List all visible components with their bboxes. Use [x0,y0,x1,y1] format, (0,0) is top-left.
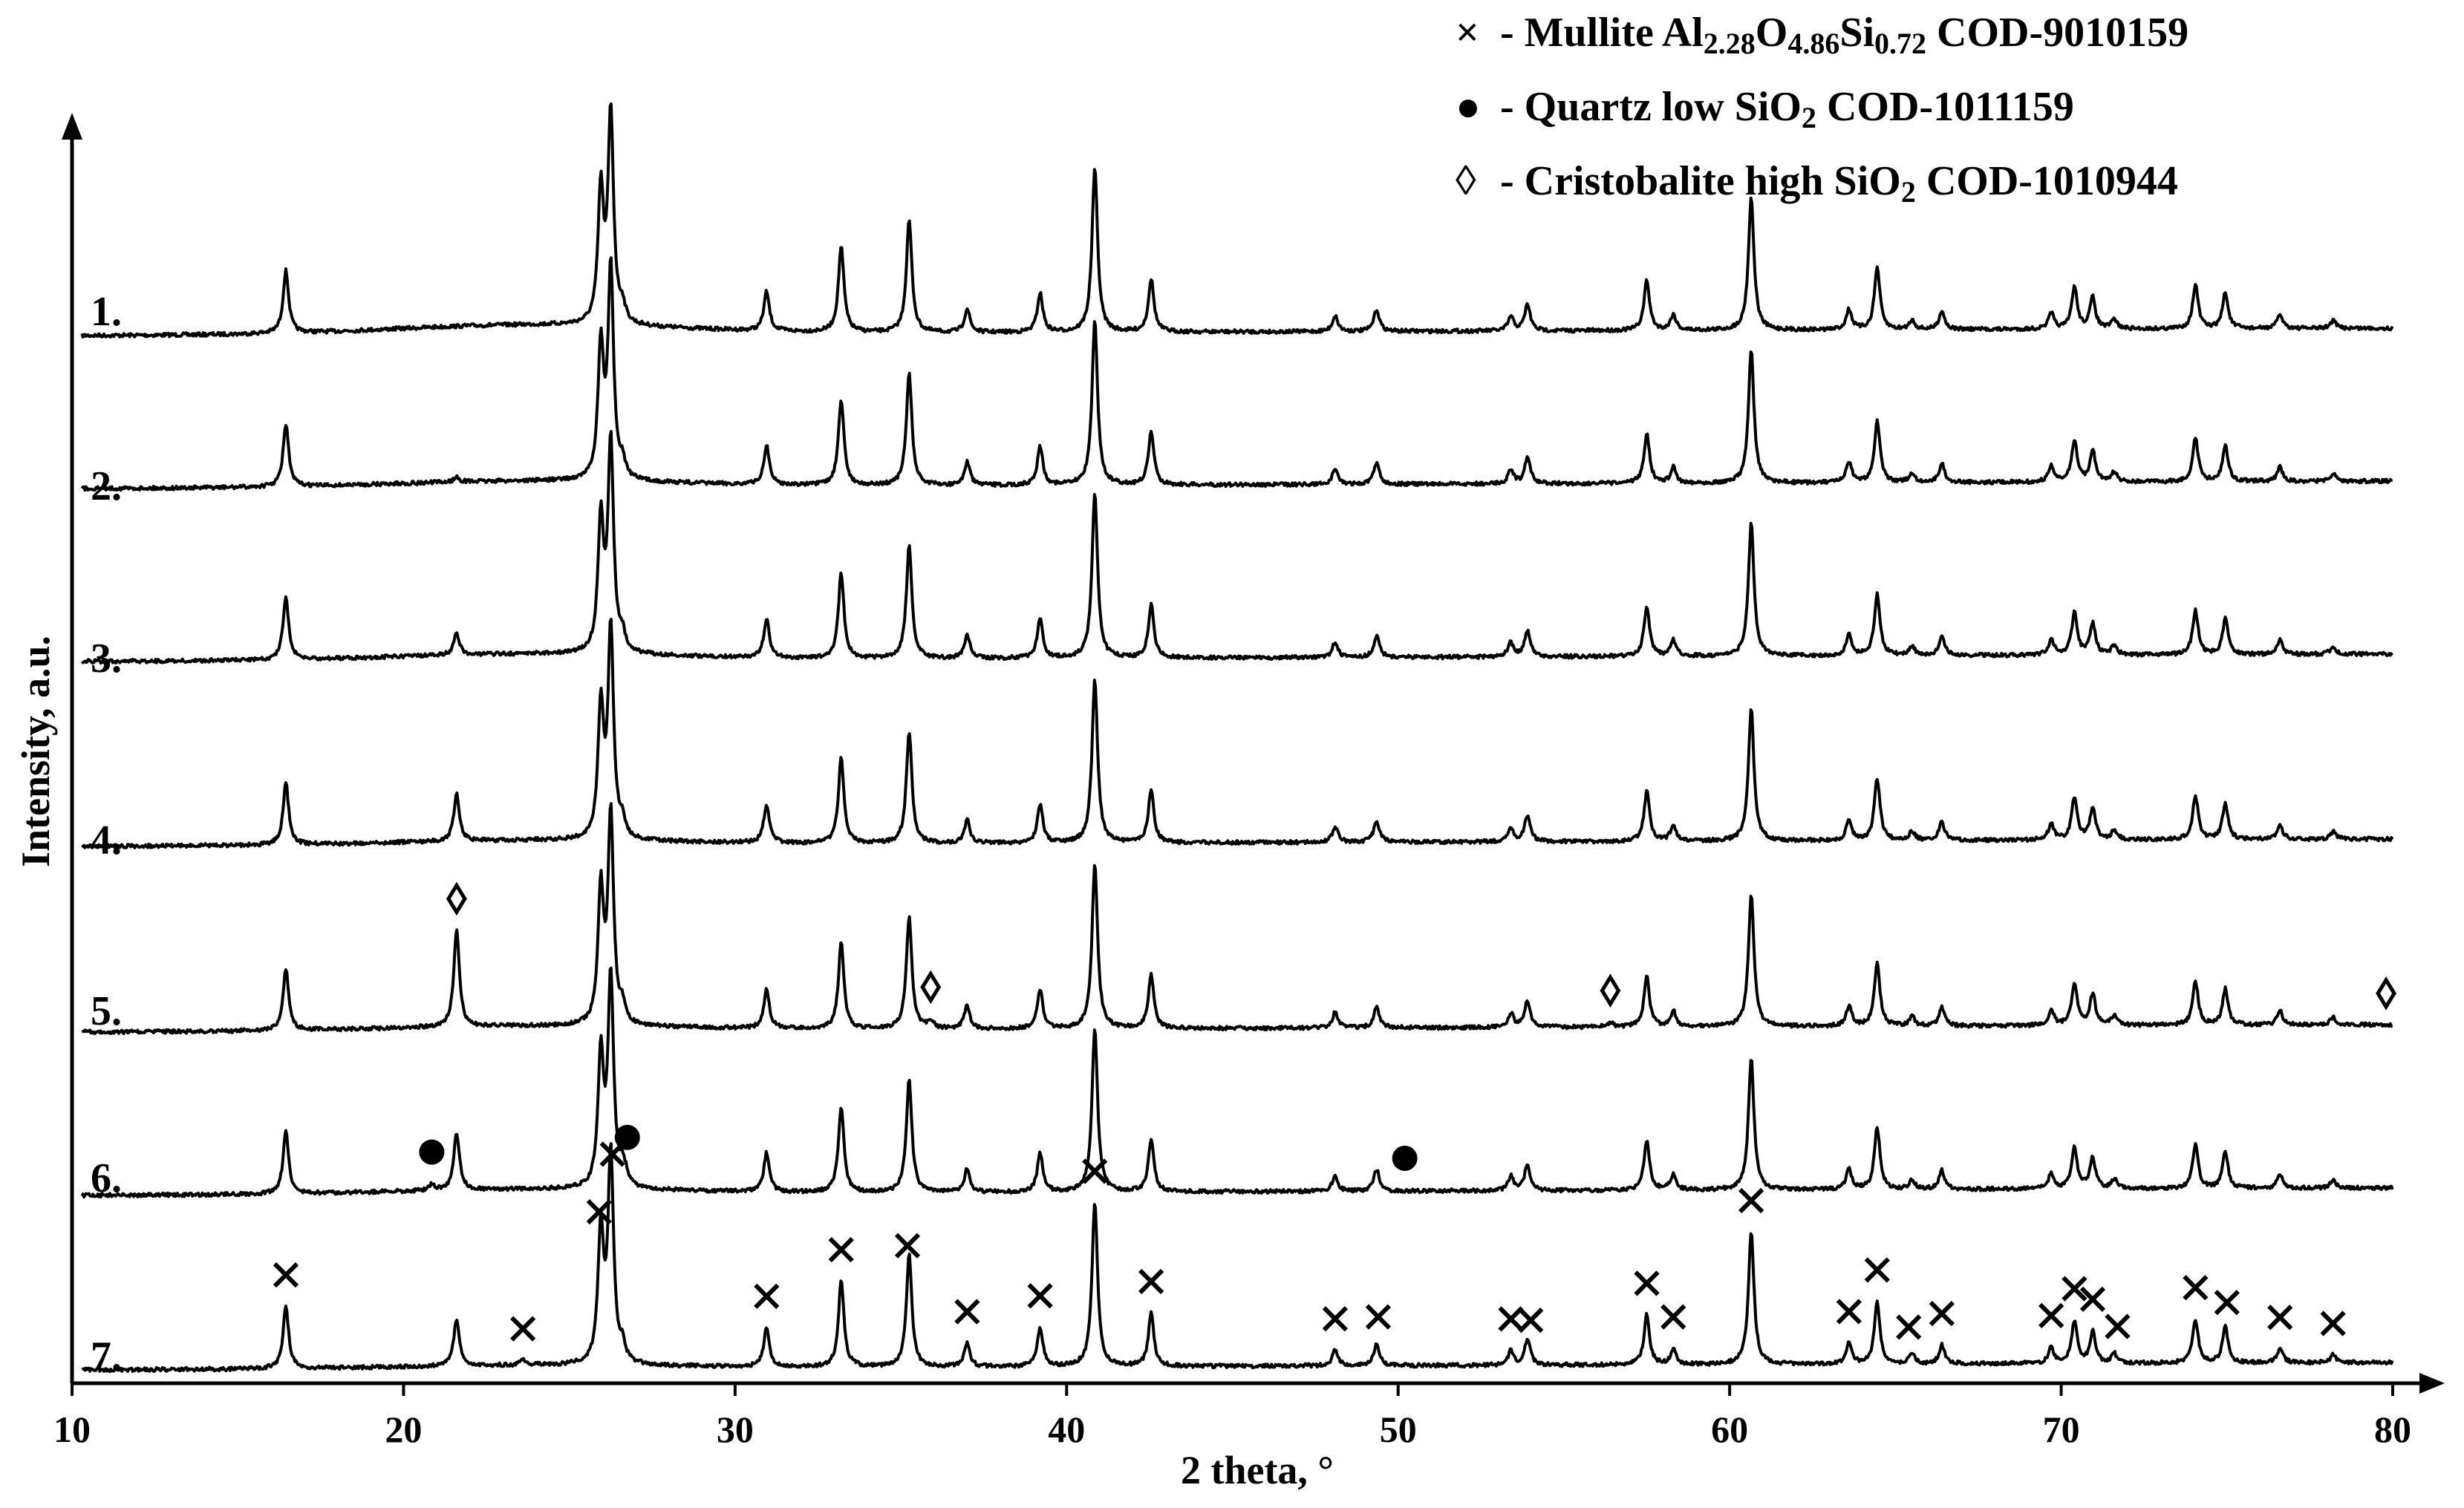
trace-label-4: 4. [91,817,122,864]
trace-line-6 [80,966,2394,1199]
trace-label-1: 1. [91,289,122,335]
x-axis-arrow [2419,1373,2445,1394]
mullite-marker [2320,1310,2346,1336]
mullite-marker [754,1283,780,1309]
legend-item-cristobalite: ◊ - Cristobalite high SiO2 COD-1010944 [1456,158,2178,209]
mullite-marker [2183,1275,2209,1301]
legend-mullite-part-d: 4.86 [1787,27,1839,60]
legend-item-quartz: ● - Quartz low SiO2 COD-1011159 [1456,84,2074,134]
legend-label-cristobalite: - Cristobalite high SiO2 COD-1010944 [1500,158,2178,209]
x-tick-label: 40 [1048,1409,1085,1450]
mullite-marker [2105,1313,2131,1339]
x-tick-label: 60 [1711,1409,1748,1450]
mullite-marker [1365,1304,1392,1330]
cristobalite-marker [1600,973,1621,1008]
quartz-marker [1392,1146,1418,1171]
legend: × - Mullite Al2.28O4.86Si0.72 COD-901015… [1456,10,2188,209]
mullite-marker [2079,1286,2106,1313]
x-axis-label: 2 theta, ° [1181,1448,1334,1492]
mullite-marker [1498,1306,1524,1332]
legend-item-mullite: × - Mullite Al2.28O4.86Si0.72 COD-901015… [1456,10,2188,60]
legend-mullite-part-a: - Mullite Al [1500,10,1704,56]
legend-quartz-part-a: - Quartz low SiO [1500,84,1802,130]
x-tick-label: 20 [385,1409,422,1450]
mullite-marker [1660,1304,1686,1330]
legend-mullite-part-g: COD-9010159 [1926,10,2188,56]
mullite-marker [1929,1301,1955,1327]
mullite-marker [1634,1270,1660,1296]
cristobalite-marker [920,970,942,1005]
mullite-marker [954,1299,980,1325]
legend-cristobalite-part-c: COD-1010944 [1916,158,2178,204]
trace-line-4 [81,618,2394,849]
mullite-marker [1322,1306,1349,1332]
quartz-marker [419,1139,445,1165]
mullite-marker [2038,1302,2064,1328]
y-axis-arrow [62,113,82,140]
mullite-marker [1138,1268,1164,1295]
legend-mullite-part-c: O [1756,10,1788,56]
cristobalite-marker [446,881,467,916]
legend-quartz-part-c: COD-1011159 [1816,84,2074,130]
legend-marker-diamond: ◊ [1456,158,1476,204]
mullite-marker [828,1236,854,1263]
mullite-marker [1896,1314,1922,1340]
cristobalite-marker [2376,976,2396,1011]
legend-marker-dot: ● [1456,84,1481,130]
mullite-marker [1082,1158,1108,1184]
mullite-marker [2062,1276,2087,1302]
x-tick-label: 70 [2043,1409,2080,1450]
trace-line-2 [80,256,2393,492]
legend-marker-cross: × [1456,10,1479,56]
trace-label-2: 2. [91,463,122,509]
legend-label-quartz: - Quartz low SiO2 COD-1011159 [1500,84,2074,134]
legend-mullite-part-b: 2.28 [1704,27,1756,60]
x-tick-label: 10 [53,1409,91,1450]
mullite-marker [1836,1299,1862,1325]
trace-label-5: 5. [91,988,122,1034]
trace-line-7 [81,1142,2394,1374]
mullite-marker [2267,1305,2293,1331]
legend-quartz-part-b: 2 [1802,101,1816,134]
trace-label-7: 7. [91,1334,122,1380]
x-tick-label: 30 [717,1409,754,1450]
mullite-marker [1738,1187,1764,1214]
mullite-marker [2214,1290,2240,1316]
phase-marker-group [273,881,2396,1342]
legend-label-mullite: - Mullite Al2.28O4.86Si0.72 COD-9010159 [1500,10,2188,60]
quartz-marker [614,1124,640,1150]
trace-line-3 [80,430,2394,665]
legend-cristobalite-part-b: 2 [1901,175,1916,209]
trace-line-5 [81,802,2393,1036]
trace-group: 1. 2. 3. 4. 5. 6. 7. [80,102,2394,1380]
mullite-marker [1864,1257,1890,1283]
trace-line-1 [80,102,2394,339]
legend-mullite-part-f: 0.72 [1874,27,1926,60]
x-tick-label: 50 [1380,1409,1417,1450]
x-tick-group: 10 20 30 40 50 60 70 80 [53,1383,2411,1450]
trace-label-3: 3. [91,636,122,682]
trace-label-6: 6. [91,1155,122,1201]
legend-cristobalite-part-a: - Cristobalite high SiO [1500,158,1901,204]
mullite-marker [273,1261,299,1288]
mullite-marker [1027,1283,1053,1309]
mullite-marker [894,1233,921,1259]
mullite-marker [586,1199,612,1225]
mullite-marker [1518,1308,1544,1334]
x-tick-label: 80 [2374,1409,2411,1450]
mullite-marker [510,1316,536,1342]
legend-mullite-part-e: Si [1839,10,1874,56]
y-axis-label: Intensity, a.u. [13,636,58,867]
